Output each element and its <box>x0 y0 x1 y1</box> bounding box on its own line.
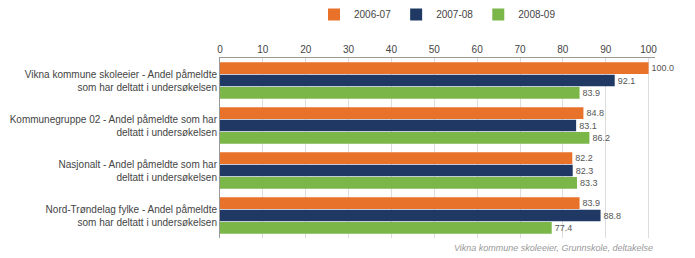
svg-text:82.3: 82.3 <box>576 166 594 176</box>
svg-text:92.1: 92.1 <box>618 76 636 86</box>
svg-text:0: 0 <box>217 44 223 55</box>
svg-text:Vikna kommune skoleeier - Ande: Vikna kommune skoleeier - Andel påmeldte… <box>25 69 218 93</box>
svg-text:86.2: 86.2 <box>592 133 610 143</box>
svg-text:10: 10 <box>257 44 269 55</box>
svg-text:70: 70 <box>514 44 526 55</box>
svg-text:Vikna kommune skoleeier, Grunn: Vikna kommune skoleeier, Grunnskole, del… <box>454 243 653 253</box>
svg-text:Kommunegruppe 02 - Andel påmel: Kommunegruppe 02 - Andel påmeldte som ha… <box>10 114 218 138</box>
svg-text:Nasjonalt - Andel påmeldte som: Nasjonalt - Andel påmeldte som hardeltat… <box>59 159 218 183</box>
svg-text:83.1: 83.1 <box>579 121 597 131</box>
svg-text:77.4: 77.4 <box>555 223 573 233</box>
svg-text:80: 80 <box>557 44 569 55</box>
svg-text:88.8: 88.8 <box>604 211 622 221</box>
svg-text:50: 50 <box>429 44 441 55</box>
svg-text:100.0: 100.0 <box>652 63 675 73</box>
svg-text:100: 100 <box>640 44 657 55</box>
svg-text:2007-08: 2007-08 <box>436 9 473 20</box>
svg-text:20: 20 <box>300 44 312 55</box>
svg-text:83.3: 83.3 <box>580 178 598 188</box>
svg-text:90: 90 <box>600 44 612 55</box>
svg-text:40: 40 <box>386 44 398 55</box>
svg-text:2006-07: 2006-07 <box>354 9 391 20</box>
svg-text:84.8: 84.8 <box>586 108 604 118</box>
svg-text:60: 60 <box>472 44 484 55</box>
svg-text:82.2: 82.2 <box>575 153 593 163</box>
svg-text:83.9: 83.9 <box>583 88 601 98</box>
svg-text:2008-09: 2008-09 <box>518 9 555 20</box>
svg-text:83.9: 83.9 <box>583 198 601 208</box>
svg-text:Nord-Trøndelag fylke - Andel p: Nord-Trøndelag fylke - Andel påmeldtesom… <box>46 204 218 228</box>
svg-text:30: 30 <box>343 44 355 55</box>
